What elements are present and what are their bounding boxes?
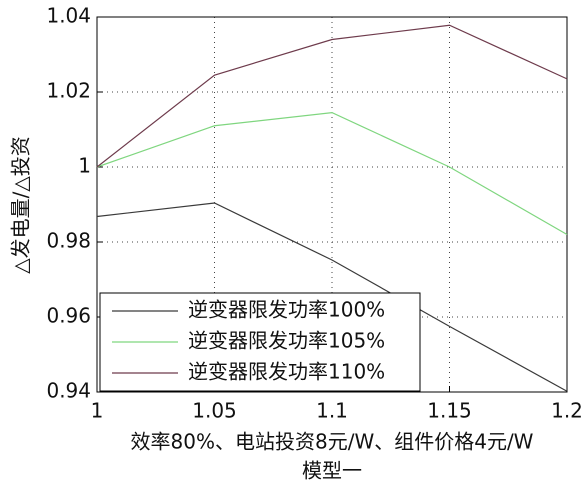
x-tick-label: 1.1 bbox=[316, 399, 348, 423]
x-tick-label: 1.05 bbox=[192, 399, 237, 423]
y-axis-label: △发电量/△投资 bbox=[9, 136, 33, 274]
legend-label: 逆变器限发功率100% bbox=[188, 298, 385, 322]
y-tick-label: 1 bbox=[78, 154, 91, 178]
x-axis-label: 效率80%、电站投资8元/W、组件价格4元/W bbox=[131, 430, 534, 454]
x-tick-label: 1.15 bbox=[427, 399, 472, 423]
x-axis-label: 模型一 bbox=[302, 459, 362, 483]
y-tick-label: 0.98 bbox=[46, 229, 91, 253]
plot-frame bbox=[96, 16, 568, 393]
y-tick-label: 0.96 bbox=[46, 304, 91, 328]
series-line bbox=[96, 112, 568, 236]
series-line bbox=[96, 24, 568, 168]
legend-label: 逆变器限发功率110% bbox=[188, 360, 385, 384]
y-tick-label: 1.02 bbox=[46, 79, 91, 103]
x-tick-label: 1 bbox=[91, 399, 104, 423]
y-tick-label: 0.94 bbox=[46, 379, 91, 403]
y-tick-label: 1.04 bbox=[46, 4, 91, 28]
legend-label: 逆变器限发功率105% bbox=[188, 329, 385, 353]
series-line bbox=[96, 202, 568, 392]
x-tick-label: 1.2 bbox=[551, 399, 583, 423]
